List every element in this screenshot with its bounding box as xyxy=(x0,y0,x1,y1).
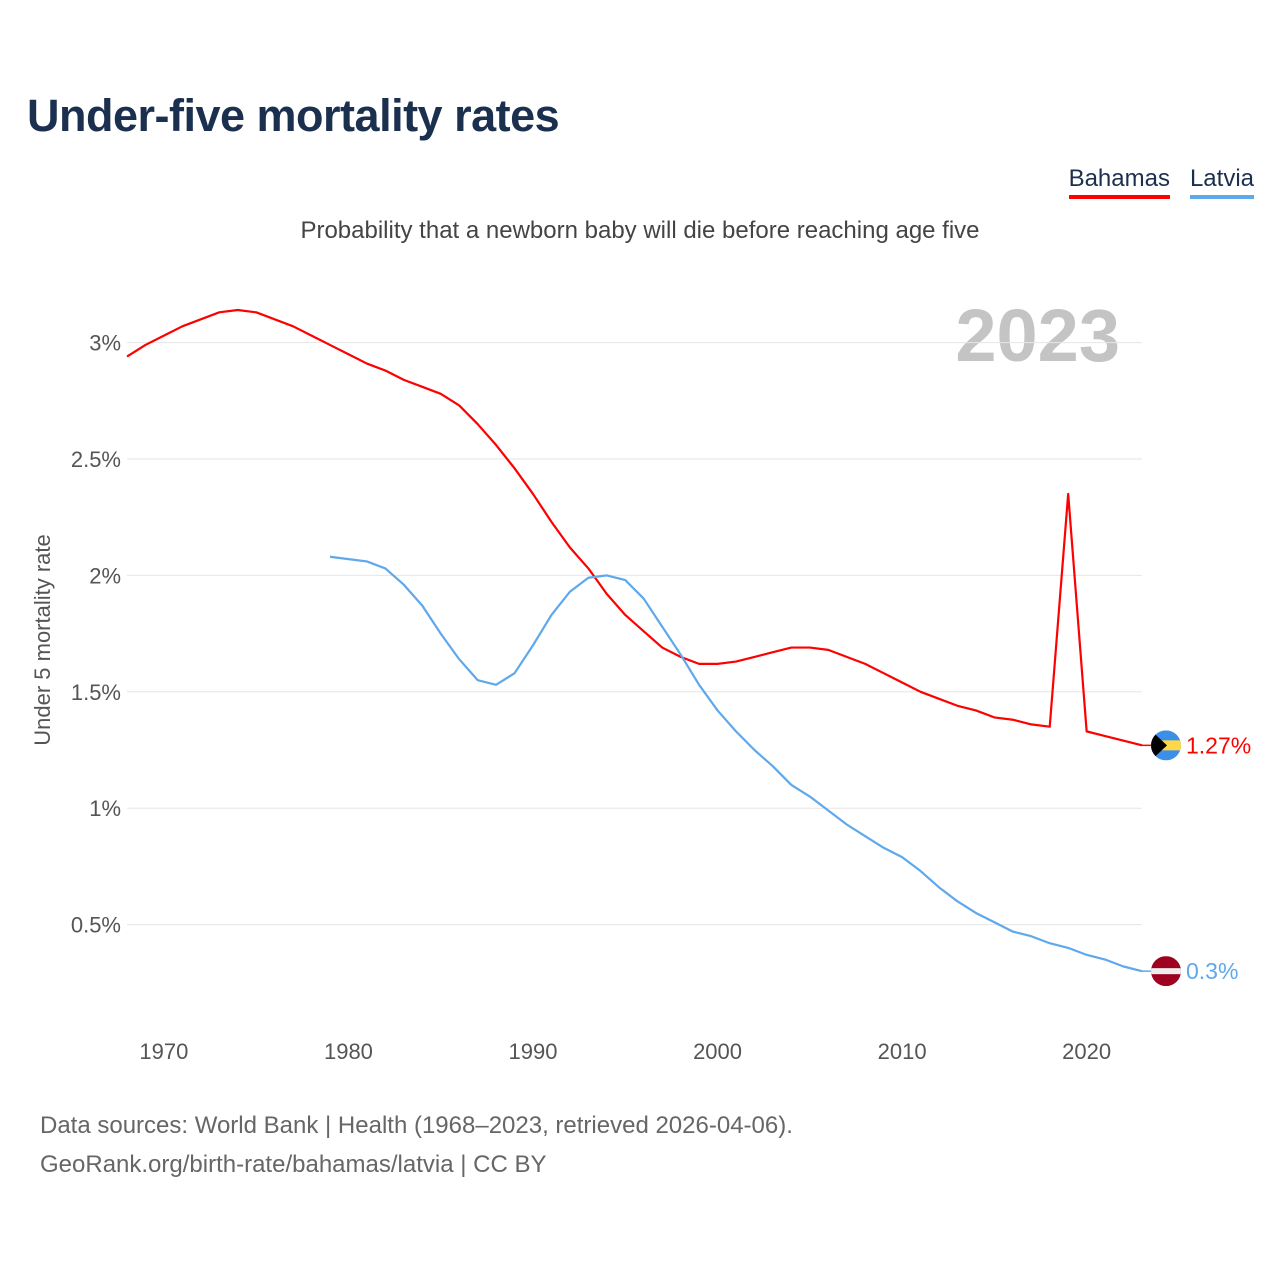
chart-title: Under-five mortality rates xyxy=(27,90,560,141)
source-line-2[interactable]: GeoRank.org/birth-rate/bahamas/latvia | … xyxy=(40,1151,547,1178)
legend-latvia[interactable]: Latvia xyxy=(1189,165,1254,199)
source-line-1: Data sources: World Bank | Health (1968–… xyxy=(40,1112,793,1139)
end-value-label-latvia: 0.3% xyxy=(1186,958,1238,984)
y-tick-label: 2% xyxy=(89,563,121,588)
x-tick-label: 1980 xyxy=(324,1039,373,1064)
legend-bahamas[interactable]: Bahamas xyxy=(1068,165,1170,199)
legend: Bahamas Latvia xyxy=(1068,165,1254,199)
latvia-flag-icon xyxy=(1151,956,1181,987)
y-tick-label: 1.5% xyxy=(71,680,121,705)
x-tick-label: 2010 xyxy=(878,1039,927,1064)
end-value-label-bahamas: 1.27% xyxy=(1186,732,1251,758)
y-tick-label: 1% xyxy=(89,796,121,821)
x-tick-label: 2000 xyxy=(693,1039,742,1064)
y-tick-label: 3% xyxy=(89,331,121,356)
bahamas-flag-icon xyxy=(1151,730,1181,761)
chart-subtitle: Probability that a newborn baby will die… xyxy=(300,217,980,244)
y-axis-label: Under 5 mortality rate xyxy=(30,534,55,746)
year-watermark: 2023 xyxy=(955,294,1120,377)
y-tick-label: 2.5% xyxy=(71,447,121,472)
data-source: Data sources: World Bank | Health (1968–… xyxy=(40,1106,793,1184)
x-tick-label: 1990 xyxy=(509,1039,558,1064)
y-tick-label: 0.5% xyxy=(71,913,121,938)
x-tick-label: 2020 xyxy=(1062,1039,1111,1064)
x-tick-label: 1970 xyxy=(139,1039,188,1064)
series-line-latvia xyxy=(329,555,1143,973)
series-line-bahamas xyxy=(126,308,1143,747)
